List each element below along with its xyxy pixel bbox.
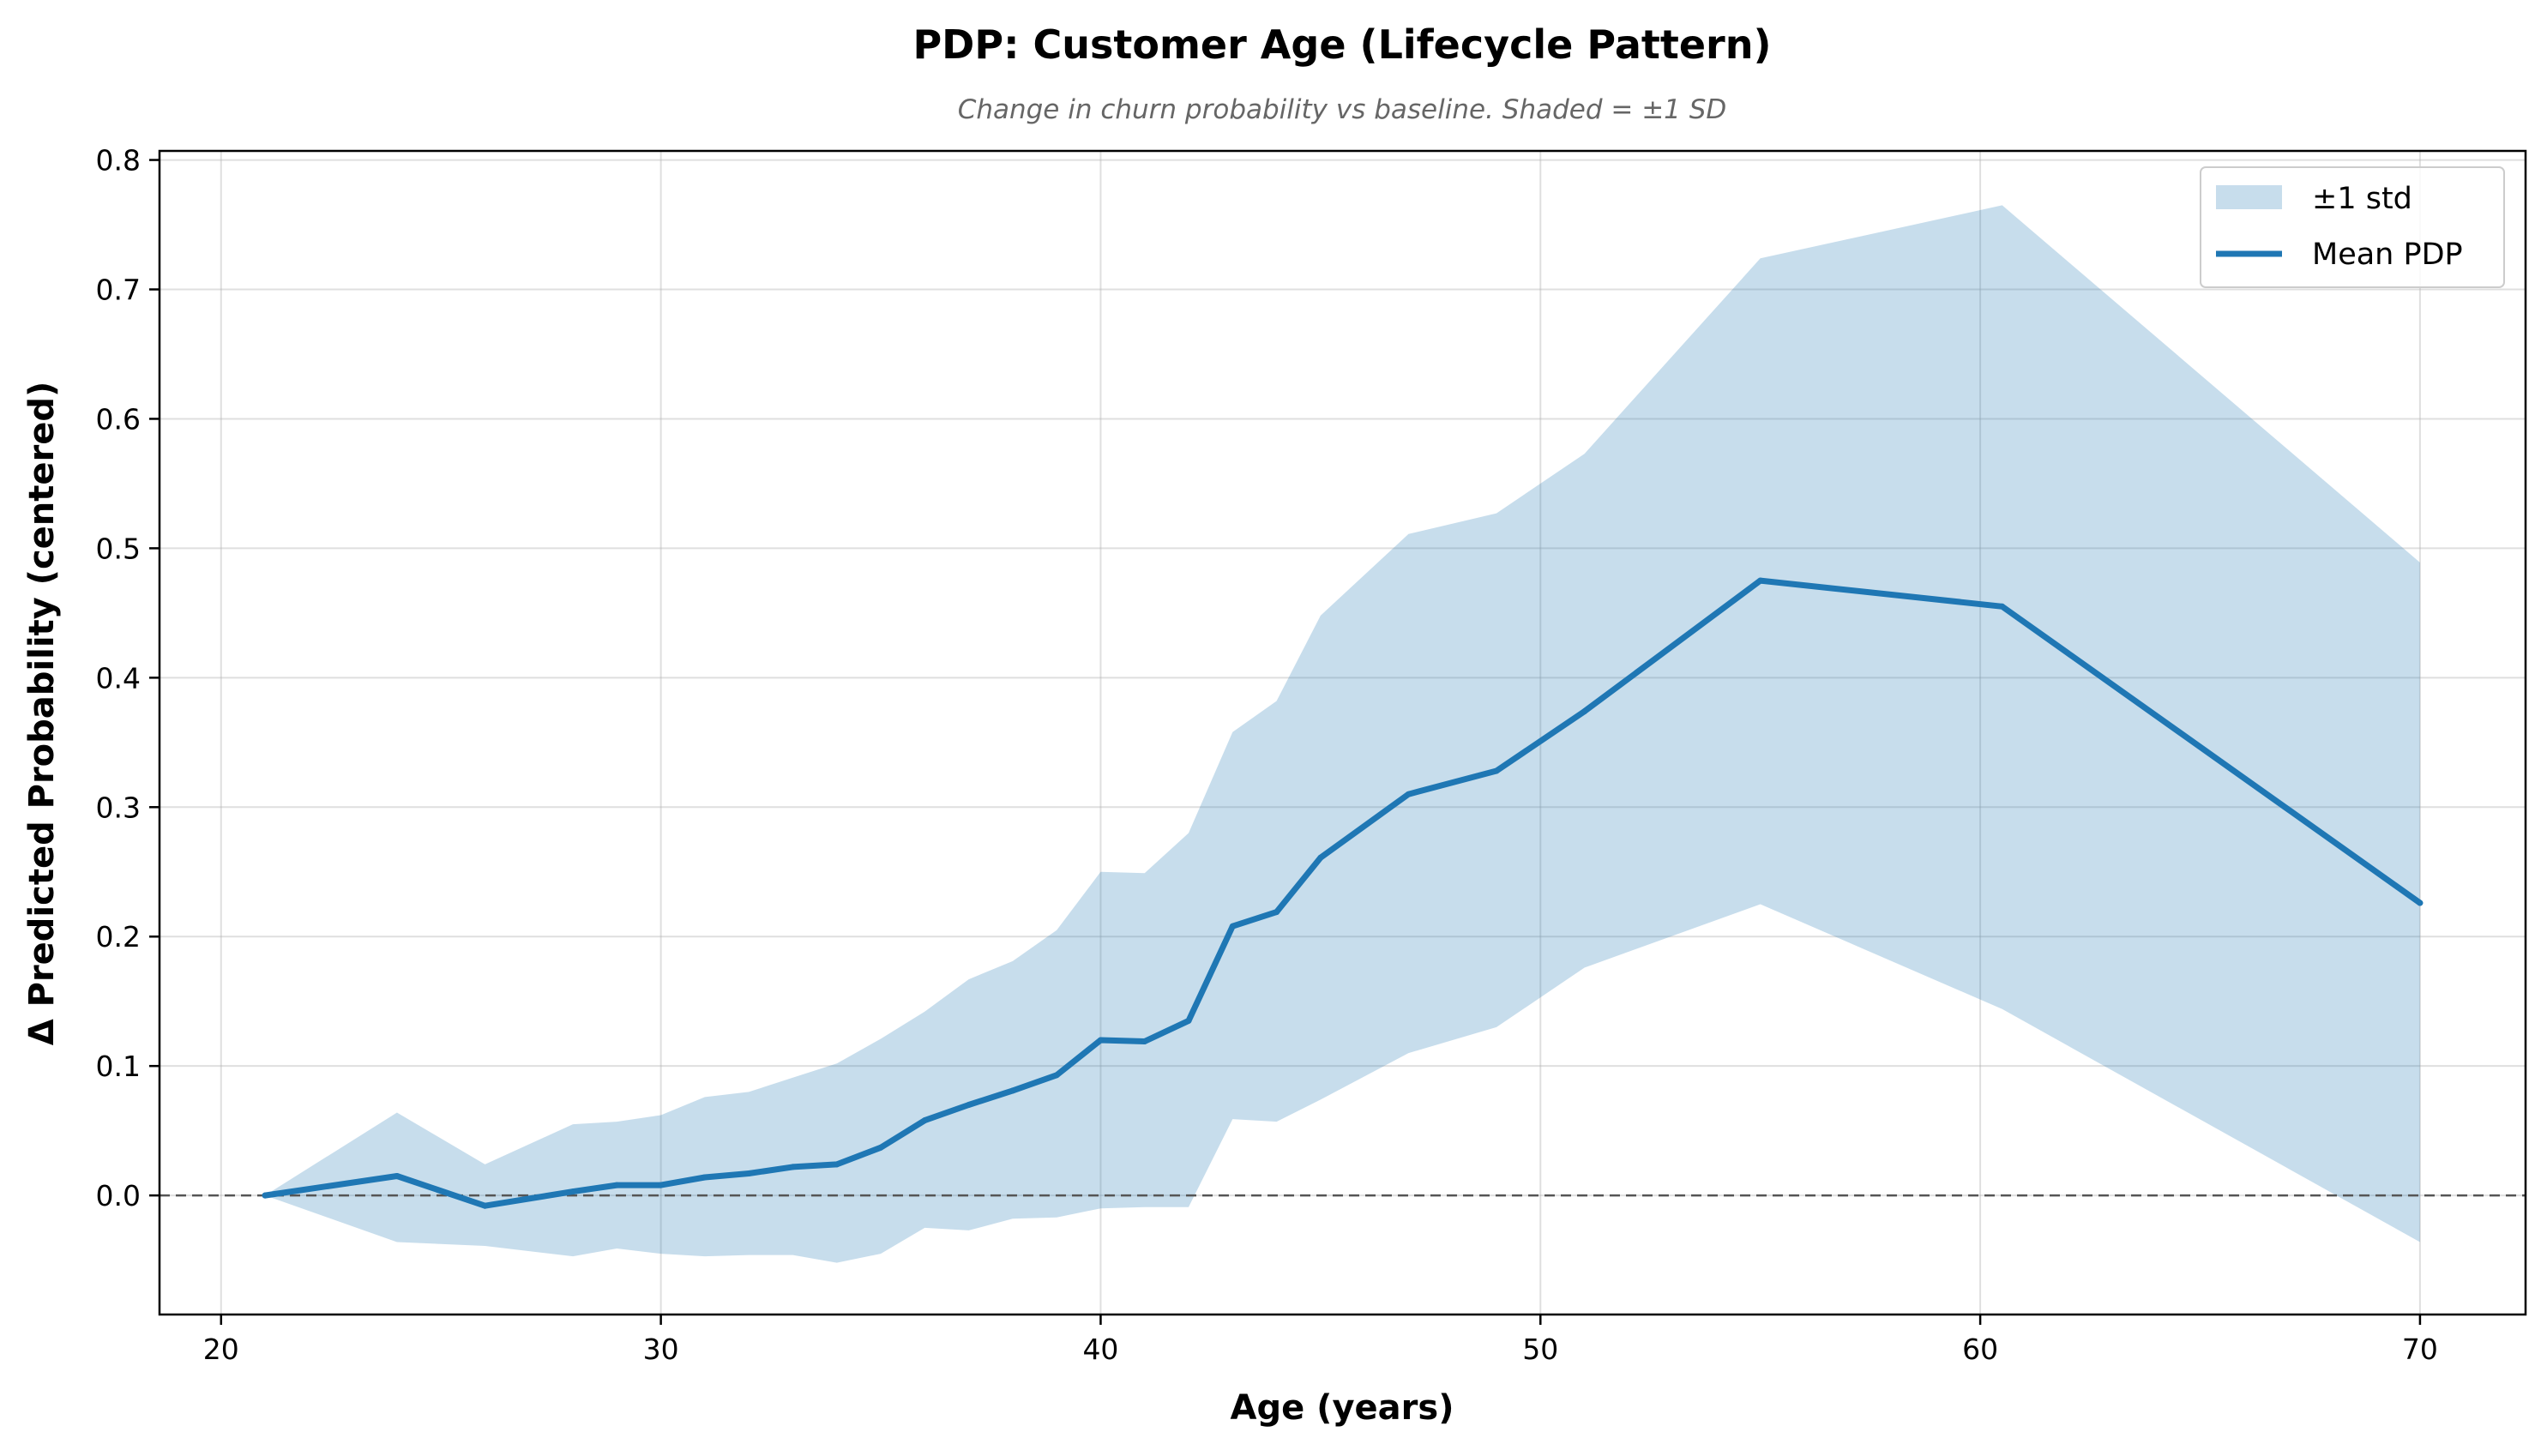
mean-pdp-point — [569, 1188, 576, 1195]
y-tick-label: 0.5 — [96, 532, 141, 565]
grid — [160, 151, 2526, 1315]
y-tick-label: 0.2 — [96, 920, 141, 954]
mean-pdp-point — [1999, 603, 2006, 610]
mean-pdp-point — [790, 1164, 796, 1170]
legend: ±1 std Mean PDP — [2200, 166, 2505, 288]
x-axis-ticks: 20 30 40 50 60 70 — [203, 1315, 2438, 1366]
chart-title: PDP: Customer Age (Lifecycle Pattern) — [912, 21, 1771, 68]
x-tick-label: 30 — [643, 1333, 679, 1366]
legend-frame — [2200, 166, 2505, 288]
y-tick-label: 0.4 — [96, 661, 141, 695]
mean-pdp-point — [745, 1170, 752, 1176]
y-tick-label: 0.8 — [96, 144, 141, 177]
y-axis-ticks: 0.0 0.1 0.2 0.3 0.4 0.5 0.6 0.7 0.8 — [96, 144, 160, 1212]
mean-pdp-point — [1097, 1037, 1104, 1044]
y-axis-label: Δ Predicted Probability (centered) — [22, 382, 62, 1046]
x-tick-label: 40 — [1082, 1333, 1118, 1366]
mean-line-layer — [262, 577, 2424, 1209]
mean-pdp-point — [921, 1117, 928, 1124]
mean-pdp-point — [1141, 1038, 1148, 1044]
mean-pdp-point — [701, 1174, 708, 1181]
legend-band-swatch — [2216, 185, 2282, 209]
legend-band-label: ±1 std — [2312, 182, 2412, 216]
std-band — [265, 205, 2420, 1263]
mean-pdp-point — [834, 1161, 840, 1168]
mean-pdp-point — [394, 1173, 400, 1179]
plot-frame — [158, 149, 2527, 1316]
y-tick-label: 0.1 — [96, 1050, 141, 1083]
x-tick-label: 50 — [1522, 1333, 1558, 1366]
mean-pdp-point — [1009, 1087, 1016, 1094]
mean-pdp-point — [1757, 577, 1764, 584]
y-tick-label: 0.7 — [96, 274, 141, 307]
mean-pdp-point — [877, 1144, 884, 1151]
mean-pdp-point — [482, 1202, 488, 1209]
mean-pdp-point — [1493, 767, 1500, 774]
chart-subtitle: Change in churn probability vs baseline.… — [958, 94, 1727, 125]
mean-pdp-point — [658, 1182, 665, 1188]
y-tick-label: 0.0 — [96, 1179, 141, 1212]
mean-pdp-point — [1317, 854, 1324, 861]
mean-pdp-point — [1229, 923, 1236, 930]
std-band-layer — [265, 205, 2420, 1263]
mean-pdp-point — [966, 1102, 972, 1108]
y-tick-label: 0.6 — [96, 402, 141, 436]
y-tick-label: 0.3 — [96, 791, 141, 824]
mean-pdp-point — [2417, 899, 2424, 906]
mean-pdp-point — [1581, 708, 1588, 715]
mean-pdp-point — [613, 1182, 620, 1188]
mean-pdp-point — [1053, 1072, 1060, 1079]
mean-pdp-point — [1185, 1017, 1192, 1024]
x-tick-label: 70 — [2402, 1333, 2438, 1366]
mean-pdp-point — [1405, 791, 1412, 797]
x-axis-label: Age (years) — [1231, 1388, 1454, 1428]
x-tick-label: 20 — [203, 1333, 239, 1366]
mean-pdp-point — [262, 1192, 268, 1199]
legend-line-label: Mean PDP — [2312, 238, 2463, 272]
x-tick-label: 60 — [1962, 1333, 1998, 1366]
mean-pdp-point — [1274, 909, 1280, 916]
